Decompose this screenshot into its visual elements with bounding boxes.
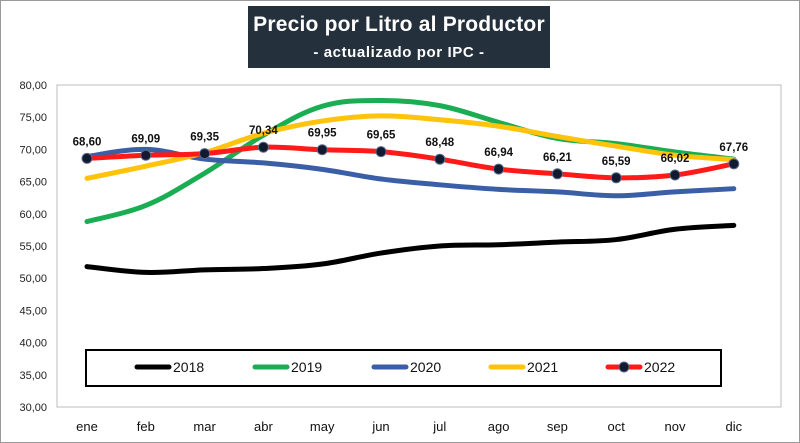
y-tick-label: 70,00 [19,144,47,156]
data-point-2022 [199,148,211,160]
data-label-2022: 66,02 [661,153,690,165]
data-label-2022: 69,95 [308,128,337,140]
data-label-2022: 69,35 [190,132,219,144]
data-label-2022: 69,65 [367,130,396,142]
plot-area [56,84,782,408]
y-tick-label: 45,00 [19,305,47,317]
x-tick-label: ene [76,419,98,434]
x-tick-label: mar [193,419,216,434]
x-tick-label: jul [432,419,446,434]
data-point-2022 [257,141,269,153]
x-tick-label: abr [254,419,273,434]
legend: 2018 2019 2020 2021 2022 [85,349,722,387]
series-line-2018 [84,222,737,275]
data-point-2022 [375,146,387,158]
data-label-2022: 66,21 [543,152,572,164]
data-label-2022: 70,34 [249,125,278,137]
data-point-2022 [610,172,622,184]
legend-label-2020: 2020 [410,359,441,375]
data-point-2022 [434,153,446,165]
data-label-2022: 67,76 [719,142,748,154]
title-box: Precio por Litro al Productor - actualiz… [248,6,550,68]
y-tick-label: 40,00 [19,338,47,350]
y-tick-label: 35,00 [19,370,47,382]
x-tick-label: may [310,419,335,434]
y-tick-label: 75,00 [19,112,47,124]
chart-title: Precio por Litro al Productor [253,13,545,36]
data-point-2022 [316,144,328,156]
data-label-2022: 65,59 [602,156,631,168]
series-line-2019 [84,97,737,225]
data-point-2022 [669,169,681,181]
x-tick-label: nov [665,419,686,434]
y-tick-label: 55,00 [19,241,47,253]
data-point-2022 [140,149,152,161]
data-point-2022 [728,158,740,170]
data-label-2022: 68,48 [425,137,454,149]
data-point-2022 [551,168,563,180]
data-point-2022 [493,163,505,175]
legend-label-2021: 2021 [527,359,558,375]
x-tick-label: ago [488,419,510,434]
y-tick-label: 50,00 [19,273,47,285]
y-tick-label: 30,00 [19,402,47,414]
data-label-2022: 69,09 [131,133,160,145]
y-tick-label: 60,00 [19,209,47,221]
legend-marker-2022 [618,361,630,373]
x-tick-label: feb [137,419,155,434]
x-tick-label: sep [547,419,568,434]
data-label-2022: 66,94 [484,147,513,159]
chart-subtitle: - actualizado por IPC - [313,44,485,61]
legend-label-2019: 2019 [291,359,322,375]
y-tick-label: 80,00 [19,80,47,92]
legend-label-2018: 2018 [173,359,204,375]
series-line-2021 [84,113,737,181]
series-line-2020 [84,146,737,199]
y-tick-label: 65,00 [19,177,47,189]
legend-label-2022: 2022 [644,359,675,375]
x-tick-label: jun [371,419,389,434]
data-point-2022 [81,152,93,164]
x-tick-label: oct [608,419,626,434]
x-tick-label: dic [725,419,742,434]
data-label-2022: 68,60 [73,136,102,148]
